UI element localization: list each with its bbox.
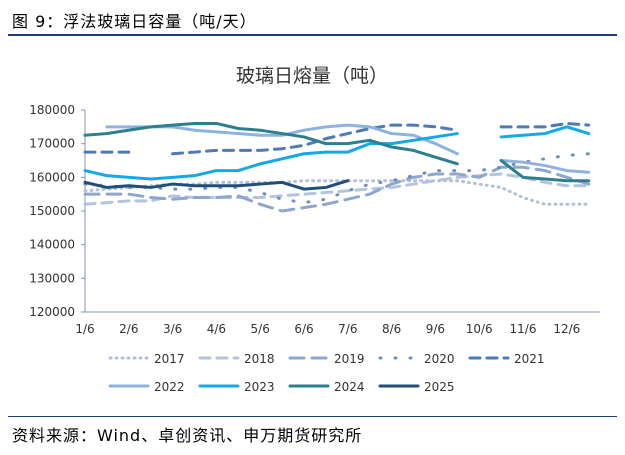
- y-tick-label: 120000: [29, 305, 75, 319]
- legend-label-2024: 2024: [334, 380, 365, 394]
- series-line-2019: [83, 165, 591, 213]
- legend-label-2018: 2018: [244, 352, 275, 366]
- legend-label-2020: 2020: [424, 352, 455, 366]
- y-tick-label: 160000: [29, 170, 75, 184]
- series-line-2018: [83, 172, 591, 206]
- legend-label-2021: 2021: [514, 352, 545, 366]
- x-tick-label: 7/6: [338, 322, 357, 336]
- x-tick-label: 9/6: [426, 322, 445, 336]
- legend-label-2017: 2017: [154, 352, 185, 366]
- y-tick-label: 130000: [29, 271, 75, 285]
- x-tick-label: 5/6: [251, 322, 270, 336]
- legend-label-2022: 2022: [154, 380, 185, 394]
- series-line-2021: [83, 121, 591, 156]
- source-divider: [8, 416, 617, 417]
- legend-label-2023: 2023: [244, 380, 275, 394]
- title-divider: [8, 34, 617, 36]
- legend-label-2025: 2025: [424, 380, 455, 394]
- x-tick-label: 6/6: [294, 322, 313, 336]
- x-tick-label: 3/6: [163, 322, 182, 336]
- figure-title: 图 9：浮法玻璃日容量（吨/天）: [12, 12, 257, 31]
- source-note: 资料来源：Wind、卓创资讯、申万期货研究所: [12, 426, 363, 445]
- chart-title: 玻璃日熔量（吨）: [236, 65, 388, 87]
- x-tick-label: 8/6: [382, 322, 401, 336]
- x-tick-label: 12/6: [553, 322, 580, 336]
- y-tick-label: 150000: [29, 204, 75, 218]
- x-tick-label: 4/6: [207, 322, 226, 336]
- x-tick-label: 10/6: [466, 322, 493, 336]
- x-tick-label: 11/6: [510, 322, 537, 336]
- x-tick-label: 1/6: [75, 322, 94, 336]
- y-tick-label: 140000: [29, 238, 75, 252]
- series-line-2023: [83, 125, 591, 181]
- series-line-2024: [83, 121, 591, 183]
- legend-label-2019: 2019: [334, 352, 365, 366]
- series-line-2020: [83, 152, 591, 205]
- y-tick-label: 170000: [29, 137, 75, 151]
- x-tick-label: 2/6: [119, 322, 138, 336]
- y-tick-label: 180000: [29, 103, 75, 117]
- series-line-2025: [83, 179, 350, 191]
